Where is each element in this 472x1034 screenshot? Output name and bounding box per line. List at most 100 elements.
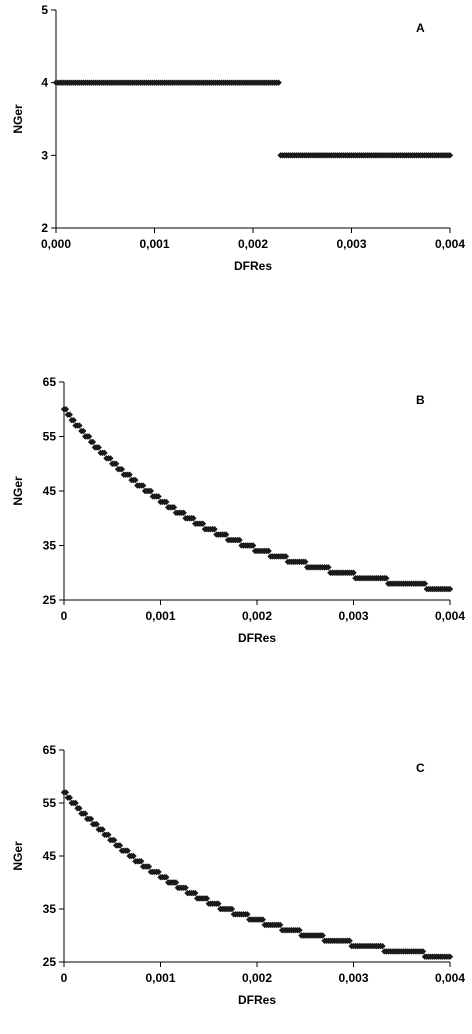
data-point (259, 916, 266, 923)
data-point (93, 821, 101, 828)
data-point (215, 900, 222, 907)
x-tick-label: 0,001 (145, 609, 175, 623)
data-point (244, 911, 251, 918)
data-point (89, 438, 97, 446)
x-tick-label: 0,003 (338, 971, 368, 985)
data-point (446, 585, 454, 593)
data-point (107, 455, 114, 462)
data-point (319, 932, 326, 939)
data-point (70, 416, 77, 424)
data-point (82, 810, 89, 817)
x-tick-label: 0,001 (139, 237, 169, 251)
data-point (112, 460, 120, 467)
y-tick-label: 65 (43, 375, 57, 389)
data-point (421, 580, 429, 587)
data-point (182, 884, 189, 891)
data-point (110, 836, 118, 844)
data-point (228, 905, 236, 913)
y-tick-label: 25 (43, 955, 57, 969)
x-tick-label: 0,004 (435, 237, 465, 251)
data-point (99, 826, 106, 833)
y-tick-label: 4 (41, 76, 48, 90)
data-point (275, 79, 282, 86)
y-tick-label: 5 (41, 3, 48, 17)
data-point (116, 842, 124, 849)
data-point (350, 569, 357, 576)
x-tick-label: 0,002 (242, 609, 272, 623)
data-point (172, 879, 180, 886)
chart-panel-b: 25 35 45 55 65 0 0,001 0,002 0,003 0,004 DFRes NGer… (11, 375, 465, 645)
y-axis-title: NGer (11, 476, 25, 506)
data-point (325, 564, 332, 571)
x-tick-label: 0 (61, 971, 68, 985)
x-tick-label: 0,004 (435, 971, 465, 985)
y-tick-label: 55 (43, 796, 57, 810)
data-point (76, 422, 83, 429)
x-axis-title: DFRes (238, 631, 276, 645)
x-tick-label: 0 (61, 609, 68, 623)
data-point (199, 520, 207, 527)
data-point (302, 558, 309, 566)
x-tick-label: 0,002 (242, 971, 272, 985)
data-point (147, 487, 155, 495)
y-axis-title: NGer (11, 104, 25, 134)
x-tick-label: 0,001 (145, 971, 175, 985)
data-point (346, 937, 353, 944)
data-point (85, 433, 93, 440)
data-point (419, 948, 427, 955)
x-tick-label: 0,004 (435, 609, 465, 623)
panel-label: C (416, 761, 425, 775)
data-point (62, 406, 70, 413)
data-point (276, 921, 284, 929)
data-point (138, 858, 145, 865)
chart-panel-c: 25 35 45 55 65 0 0,001 0,002 0,003 0,004 DFRes NGer… (11, 743, 465, 1007)
data-point (62, 789, 70, 796)
y-tick-label: 35 (43, 539, 57, 553)
panel-label: B (416, 393, 425, 407)
data-point (296, 927, 303, 934)
data-point (222, 531, 230, 538)
y-tick-label: 2 (41, 221, 48, 235)
y-tick-label: 25 (43, 593, 57, 607)
y-tick-label: 55 (43, 430, 57, 444)
data-point (383, 575, 390, 582)
data-point (126, 471, 133, 478)
data-point (80, 427, 87, 435)
data-point (118, 466, 126, 473)
data-point (379, 942, 386, 950)
data-point (155, 493, 162, 500)
y-tick-label: 35 (43, 902, 57, 916)
x-tick-label: 0,003 (336, 237, 366, 251)
data-point (87, 815, 95, 823)
data-point (124, 847, 131, 854)
x-tick-label: 0,000 (41, 237, 71, 251)
data-point (203, 895, 211, 902)
data-point (163, 498, 170, 506)
data-point (190, 515, 197, 522)
data-point (66, 411, 73, 418)
x-axis-title: DFRes (234, 259, 272, 273)
data-point (95, 444, 102, 451)
y-tick-label: 45 (43, 849, 57, 863)
data-point (132, 476, 139, 484)
data-point (180, 509, 187, 516)
series-markers (60, 406, 454, 593)
data-point (155, 868, 162, 876)
x-axis-title: DFRes (238, 993, 276, 1007)
data-point (145, 863, 153, 870)
series-markers (60, 789, 454, 960)
data-point (76, 805, 83, 812)
data-point (139, 482, 147, 489)
y-axis-title: NGer (11, 841, 25, 871)
data-point (446, 953, 454, 960)
data-point (236, 536, 243, 544)
data-point (101, 449, 108, 457)
data-point (66, 794, 73, 801)
data-point (282, 553, 290, 560)
data-point (211, 525, 218, 533)
data-point (170, 504, 178, 511)
series-markers (52, 79, 454, 159)
data-point (163, 874, 170, 881)
y-tick-label: 3 (41, 148, 48, 162)
